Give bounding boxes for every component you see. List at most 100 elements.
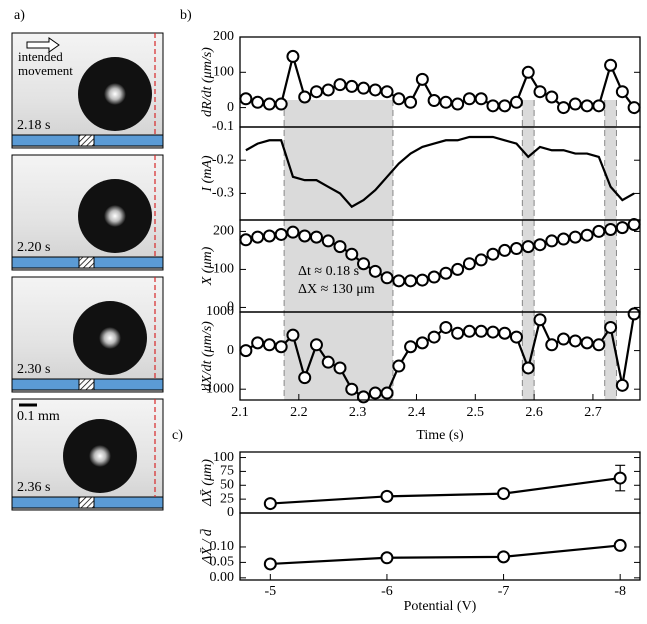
- data-point: [380, 271, 394, 285]
- data-point: [239, 344, 253, 358]
- data-point: [439, 95, 453, 109]
- data-point: [627, 218, 641, 232]
- data-point: [486, 247, 500, 261]
- data-point: [474, 324, 488, 338]
- data-point: [357, 81, 371, 95]
- data-point: [521, 361, 535, 375]
- data-point: [321, 234, 335, 248]
- panel-label: c): [172, 428, 183, 443]
- data-point: [557, 332, 571, 346]
- data-point: [333, 361, 347, 375]
- x-tick-label: 2.6: [525, 405, 543, 420]
- data-point: [498, 99, 512, 113]
- x-axis-label: Potential (V): [404, 599, 477, 614]
- data-point: [486, 325, 500, 339]
- y-tick-label: 0.10: [210, 539, 235, 554]
- data-point: [568, 230, 582, 244]
- data-point: [263, 557, 277, 571]
- annotation: Δt ≈ 0.18 s: [298, 264, 359, 279]
- shaded-span: [604, 100, 617, 400]
- data-point: [380, 386, 394, 400]
- data-point: [627, 307, 641, 321]
- data-point: [415, 72, 429, 86]
- y-tick-label: 25: [220, 491, 234, 506]
- data-point: [262, 338, 276, 352]
- data-point: [404, 95, 418, 109]
- data-point: [286, 49, 300, 63]
- data-point: [509, 330, 523, 344]
- y-tick-label: 100: [213, 262, 234, 277]
- data-point: [557, 101, 571, 115]
- data-point: [592, 338, 606, 352]
- data-point: [298, 371, 312, 385]
- droplet-highlight: [99, 327, 121, 349]
- x-tick-label: 2.7: [584, 405, 602, 420]
- data-point: [333, 78, 347, 92]
- y-tick-label: 1000: [206, 304, 234, 319]
- data-point: [404, 340, 418, 354]
- data-point: [392, 274, 406, 288]
- data-point: [345, 247, 359, 261]
- data-point: [274, 97, 288, 111]
- data-point: [380, 489, 394, 503]
- data-point: [286, 225, 300, 239]
- data-point: [474, 253, 488, 267]
- data-point: [462, 324, 476, 338]
- data-point: [615, 378, 629, 392]
- data-point: [427, 330, 441, 344]
- data-line: [270, 476, 621, 505]
- data-point: [392, 359, 406, 373]
- annotation: ΔX ≈ 130 μm: [298, 282, 375, 297]
- data-point: [239, 92, 253, 106]
- data-point: [345, 382, 359, 396]
- frame-time: 2.18 s: [17, 118, 50, 133]
- droplet-highlight: [104, 205, 126, 227]
- electrode: [78, 378, 95, 391]
- droplet-highlight: [104, 83, 126, 105]
- x-tick-label: -8: [614, 584, 626, 599]
- y-tick-label: -0.2: [212, 152, 234, 167]
- data-point: [580, 228, 594, 242]
- data-point: [274, 227, 288, 241]
- data-point: [251, 230, 265, 244]
- data-point: [415, 273, 429, 287]
- electrode: [78, 496, 95, 509]
- frame-time: 2.36 s: [17, 480, 50, 495]
- y-axis-label: X (μm): [200, 246, 215, 286]
- data-point: [497, 550, 511, 564]
- data-point: [462, 92, 476, 106]
- y-tick-label: 100: [213, 450, 234, 465]
- data-point: [604, 58, 618, 72]
- data-point: [427, 94, 441, 108]
- data-point: [580, 336, 594, 350]
- frame-time: 2.30 s: [17, 362, 50, 377]
- y-tick-label: 0.00: [210, 570, 235, 585]
- x-tick-label: 2.4: [408, 405, 426, 420]
- data-point: [368, 386, 382, 400]
- data-point: [627, 101, 641, 115]
- plot-frame: [239, 512, 641, 581]
- data-point: [368, 83, 382, 97]
- data-point: [509, 242, 523, 256]
- data-point: [451, 326, 465, 340]
- data-point: [251, 95, 265, 109]
- data-point: [333, 240, 347, 254]
- data-point: [521, 240, 535, 254]
- data-point: [533, 85, 547, 99]
- y-axis-label: ΔX̄ / d̄: [200, 528, 216, 565]
- data-point: [568, 334, 582, 348]
- data-point: [427, 270, 441, 284]
- y-tick-label: -0.1: [212, 119, 234, 134]
- data-point: [521, 65, 535, 79]
- x-tick-label: 2.3: [349, 405, 367, 420]
- data-point: [533, 238, 547, 252]
- data-point: [604, 223, 618, 237]
- data-line: [270, 544, 621, 566]
- y-tick-label: 200: [213, 224, 234, 239]
- data-point: [321, 355, 335, 369]
- data-point: [298, 90, 312, 104]
- data-point: [604, 320, 618, 334]
- frame-time: 2.20 s: [17, 240, 50, 255]
- y-tick-label: 0: [227, 343, 234, 358]
